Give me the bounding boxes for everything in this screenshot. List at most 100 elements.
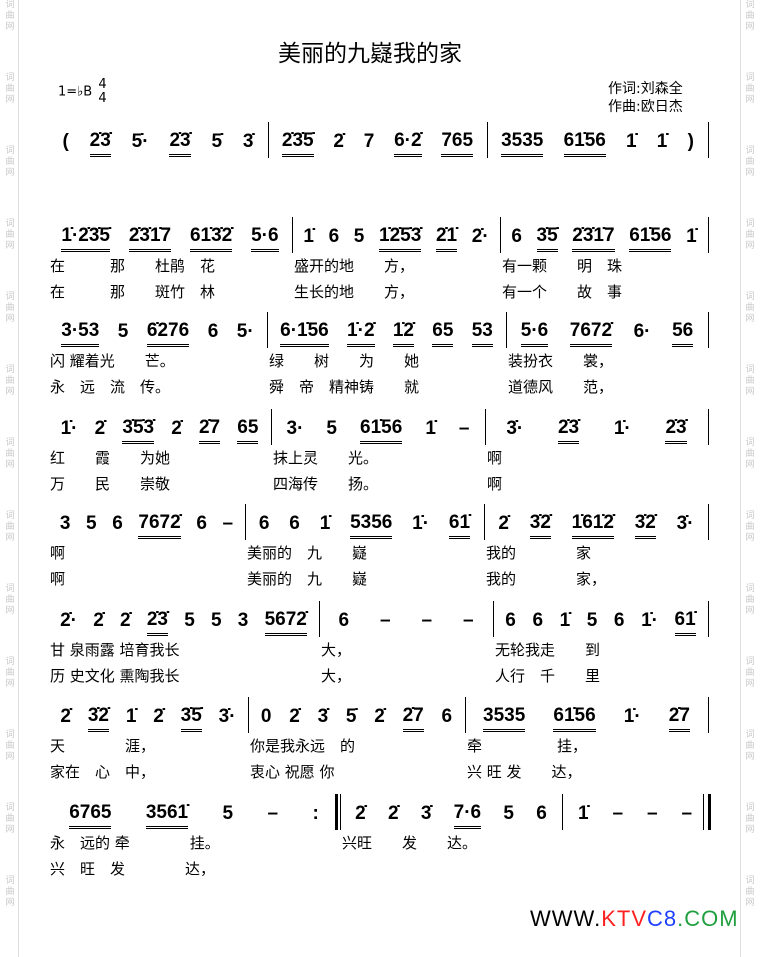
lyric-verse-1: 兴旺 发 达。 (342, 834, 478, 852)
lyric-verse-1: 有一颗 明 珠 (502, 257, 623, 275)
note: 61̇56 (553, 705, 596, 732)
note: 5̇ (211, 131, 223, 152)
side-watermark-text: 词 曲 网 (5, 0, 15, 32)
right-border (740, 0, 741, 957)
lyric-verse-2: 美丽的 九 嶷 (247, 570, 368, 588)
note: 5356 (350, 512, 393, 539)
note: 2̇ (333, 131, 344, 152)
note: 6 (511, 226, 522, 247)
note: 2̇ (387, 803, 399, 824)
note: 2̇ (120, 610, 131, 631)
note: 5· (236, 321, 254, 342)
note: 1̇·2̇3̇5̇ (61, 225, 111, 252)
note: ( (62, 131, 69, 152)
time-bottom: 4 (98, 91, 107, 106)
lyric-verse-2: 我的 家， (486, 570, 607, 588)
note: 2̇3̇ (89, 130, 111, 157)
side-watermark-text: 词 曲 网 (5, 803, 15, 835)
site-part1: KTV (601, 906, 647, 931)
note: 1̇2̇ (392, 320, 414, 347)
note: 6 (613, 610, 625, 631)
note: 6 (112, 513, 123, 534)
note: 6 (441, 706, 453, 727)
measure: 1̇· 2̇ 3̇5̇3̇ 2̇ 2̇7 65 (52, 417, 267, 444)
lyric-verse-2: 兴 旺 发 达， (467, 763, 582, 781)
barline (493, 601, 494, 637)
note: 3535 (483, 705, 526, 732)
lyric-verse-2: 在 那 斑竹 林 (50, 283, 216, 301)
lyric-verse-2: 道德风 范， (508, 378, 614, 396)
note: 2̇3̇ (146, 609, 168, 636)
lyric-verse-1: 永 远的 牵 挂。 (50, 834, 220, 852)
measure: 5·6 7672̇ 6· 56 (510, 320, 704, 347)
lyric-verse-2: 人行 千 里 (495, 667, 601, 685)
side-watermark-text: 词 曲 网 (5, 438, 15, 470)
measure: 0 2̇ 3̇ 5̇ 2̇ 2̇7 6 (252, 705, 461, 732)
note: 5̇· (131, 131, 149, 152)
note: 1̇ (577, 803, 589, 824)
note: 1̇·2̇ (347, 320, 375, 347)
side-watermark-text: 词 曲 网 (745, 803, 755, 835)
lyric-verse-2: 四海传 扬。 (273, 475, 379, 493)
lyric-verse-1: 甘 泉雨露 培育我长 (50, 641, 180, 659)
note: 2̇ (153, 706, 164, 727)
note: 65 (237, 417, 259, 444)
note: 6· (633, 321, 651, 342)
note: – (421, 610, 433, 631)
note: 3̇· (676, 513, 694, 534)
note: 2̇ (355, 803, 366, 824)
note: 5 (184, 610, 195, 631)
note: – (646, 803, 658, 824)
note: 765 (441, 130, 474, 157)
note: 3̇2̇ (634, 512, 656, 539)
note: 2̇7 (668, 705, 690, 732)
note: 2̇ (171, 418, 182, 439)
note: 5 (222, 803, 234, 824)
note: 1̇ (125, 706, 137, 727)
note: 6 (505, 610, 516, 631)
measure: 3535 61̇56 1̇ 1̇) (491, 130, 704, 157)
note: : (312, 803, 319, 824)
measure: 2̇· 2̇ 2̇ 2̇3̇ 5 5 3 5672̇ (52, 609, 315, 636)
note: 3̇· (506, 418, 524, 439)
side-watermark-left: 词 曲 网词 曲 网词 曲 网词 曲 网词 曲 网词 曲 网词 曲 网词 曲 网… (2, 0, 18, 949)
note: 3 (237, 610, 249, 631)
measure: 2̇ 3̇2̇ 1̇ 2̇ 3̇5̇ 3̇· (52, 705, 244, 732)
measure: 2̇3̇5̇ 2̇ 7 6·2̇ 765 (272, 130, 483, 157)
side-watermark-text: 词 曲 网 (745, 365, 755, 397)
side-watermark-text: 词 曲 网 (745, 73, 755, 105)
note: 5·6 (520, 320, 549, 347)
note: 2̇3̇5̇ (281, 130, 314, 157)
side-watermark-text: 词 曲 网 (5, 584, 15, 616)
lyric-verse-2: 兴 旺 发 达， (50, 860, 216, 878)
note: 61̇3̇2̇ (189, 225, 233, 252)
note: 3· (286, 418, 304, 439)
measure: 3 5 6 7672̇ 6– (52, 512, 241, 539)
note: 2̇ (498, 513, 509, 534)
song-title: 美丽的九嶷我的家 (278, 41, 462, 67)
note: – (612, 803, 624, 824)
lyric-verse-2: 啊 (50, 570, 66, 588)
note: 6·1̇56 (280, 320, 329, 347)
note: 61̇ (448, 512, 471, 539)
side-watermark-text: 词 曲 网 (5, 876, 15, 908)
note: 5 (503, 803, 514, 824)
barline (485, 409, 486, 445)
note: 5 (86, 513, 97, 534)
note: 61̇56 (360, 417, 403, 444)
measure: 3̇· 2̇3̇ 1̇· 2̇3̇ (489, 417, 704, 444)
side-watermark-text: 词 曲 网 (745, 511, 755, 543)
key-signature: 1=♭B 4 4 (58, 78, 107, 106)
lyric-verse-1: 美丽的 九 嶷 (247, 544, 368, 562)
note: – (458, 418, 470, 439)
barline (271, 409, 272, 445)
note: 6̇276 (146, 320, 190, 347)
note: 1̇· (60, 418, 78, 439)
site-watermark: WWW.KTVC8.COM (530, 906, 739, 932)
barline (506, 312, 507, 348)
measure: 6 – – – (323, 609, 489, 635)
barline (268, 122, 269, 158)
note: 1̇ (626, 131, 637, 152)
note: 1̇ (425, 418, 436, 439)
note: 2̇ (374, 706, 385, 727)
